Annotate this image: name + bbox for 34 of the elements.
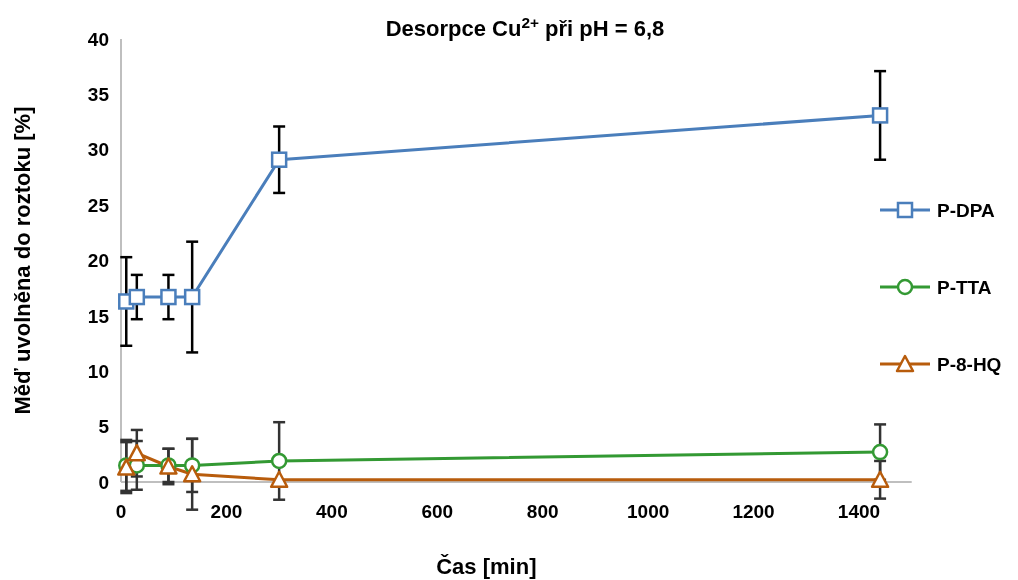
y-tick-label: 40 bbox=[87, 28, 109, 50]
y-tick-label: 35 bbox=[87, 84, 110, 106]
point bbox=[127, 443, 147, 462]
x-tick-label: 200 bbox=[210, 501, 243, 522]
x-tick-label: 1400 bbox=[837, 501, 881, 522]
point bbox=[870, 470, 890, 489]
point bbox=[871, 107, 889, 124]
y-tick-label: 30 bbox=[87, 139, 109, 161]
x-tick-label: 1000 bbox=[627, 501, 670, 522]
point bbox=[182, 465, 202, 483]
y-tick-label: 20 bbox=[87, 250, 109, 272]
point bbox=[160, 288, 177, 306]
y-tick-label: 0 bbox=[98, 471, 109, 493]
point bbox=[270, 452, 288, 470]
point bbox=[871, 443, 889, 461]
point bbox=[269, 470, 289, 489]
legend-label: P-8-HQ bbox=[937, 353, 1002, 375]
legend-label: P-DPA bbox=[937, 199, 995, 221]
y-tick-label: 25 bbox=[87, 194, 110, 216]
x-tick-label: 600 bbox=[421, 501, 454, 522]
x-axis-title: Čas [min] bbox=[436, 554, 537, 579]
point bbox=[270, 151, 288, 168]
y-axis-title: Měď uvolněna do roztoku [%] bbox=[10, 106, 35, 415]
y-tick-label: 5 bbox=[98, 416, 110, 438]
x-tick-label: 800 bbox=[526, 501, 559, 522]
chart-title: Desorpce Cu$^{2+}$ při pH = 6,8 bbox=[385, 13, 665, 41]
x-tick-label: 1200 bbox=[732, 501, 775, 522]
x-tick-label: 400 bbox=[316, 501, 348, 522]
y-tick-label: 15 bbox=[87, 305, 110, 327]
point bbox=[183, 288, 201, 306]
legend-label: P-TTA bbox=[937, 276, 992, 298]
x-tick-label: 0 bbox=[115, 501, 127, 522]
point bbox=[128, 288, 146, 306]
y-tick-label: 10 bbox=[87, 360, 109, 382]
